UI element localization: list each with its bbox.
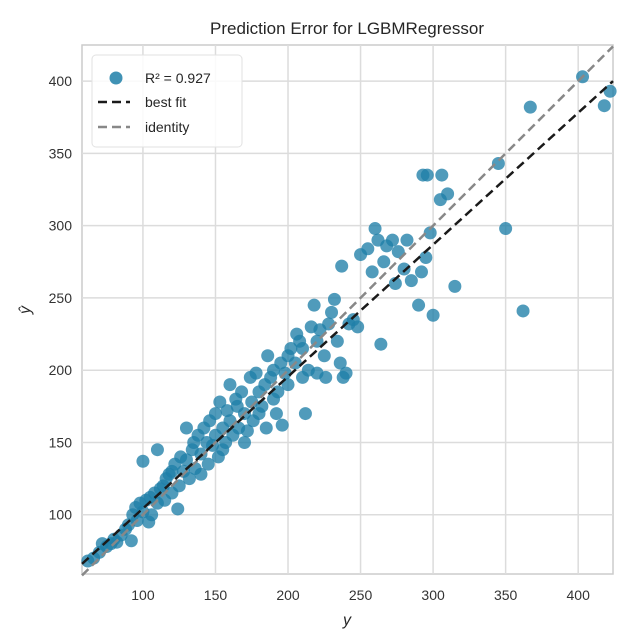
data-point bbox=[298, 407, 312, 421]
data-point bbox=[235, 385, 249, 399]
data-point bbox=[397, 262, 411, 276]
data-point bbox=[491, 157, 505, 171]
y-tick: 100 bbox=[49, 507, 73, 523]
x-tick: 200 bbox=[276, 587, 300, 603]
data-point bbox=[351, 320, 365, 334]
data-point bbox=[269, 407, 283, 421]
data-point bbox=[171, 502, 185, 516]
chart-title: Prediction Error for LGBMRegressor bbox=[210, 19, 484, 38]
data-point bbox=[327, 292, 341, 306]
data-point bbox=[391, 245, 405, 259]
data-point bbox=[213, 395, 227, 409]
data-point bbox=[426, 308, 440, 322]
data-point bbox=[361, 242, 375, 256]
data-point bbox=[240, 424, 254, 438]
data-point bbox=[441, 187, 455, 201]
data-point bbox=[377, 255, 391, 269]
data-point bbox=[419, 250, 433, 264]
data-point bbox=[136, 454, 150, 468]
data-point bbox=[333, 356, 347, 370]
data-point bbox=[335, 259, 349, 273]
data-point bbox=[208, 407, 222, 421]
data-point bbox=[365, 265, 379, 279]
data-point bbox=[245, 395, 259, 409]
y-tick: 400 bbox=[49, 73, 73, 89]
best-fit-line bbox=[81, 80, 614, 565]
data-point bbox=[124, 534, 138, 548]
data-point bbox=[330, 334, 344, 348]
data-point bbox=[516, 304, 530, 318]
data-point bbox=[414, 265, 428, 279]
data-point bbox=[420, 168, 434, 182]
legend-best-fit: best fit bbox=[145, 94, 186, 110]
x-tick: 150 bbox=[204, 587, 228, 603]
y-tick: 250 bbox=[49, 290, 73, 306]
y-axis-label: ŷ bbox=[17, 305, 34, 315]
data-point bbox=[220, 404, 234, 418]
data-point bbox=[325, 305, 339, 319]
data-point bbox=[182, 472, 196, 486]
identity-line bbox=[81, 45, 614, 577]
x-axis-label: y bbox=[342, 612, 352, 629]
x-tick: 350 bbox=[494, 587, 518, 603]
data-point bbox=[179, 453, 193, 467]
scatter-points bbox=[81, 70, 617, 568]
data-point bbox=[194, 467, 208, 481]
y-tick: 350 bbox=[49, 145, 73, 161]
data-point bbox=[223, 378, 237, 392]
legend-identity: identity bbox=[145, 119, 189, 135]
data-point bbox=[412, 298, 426, 312]
legend-marker-icon bbox=[109, 71, 123, 85]
x-tick: 100 bbox=[131, 587, 155, 603]
data-point bbox=[150, 443, 164, 457]
data-point bbox=[319, 370, 333, 384]
data-point bbox=[404, 274, 418, 288]
data-point bbox=[317, 349, 331, 363]
x-tick: 250 bbox=[349, 587, 373, 603]
x-tick: 300 bbox=[421, 587, 445, 603]
y-tick: 300 bbox=[49, 218, 73, 234]
data-point bbox=[284, 342, 298, 356]
data-point bbox=[307, 298, 321, 312]
legend-r2: R² = 0.927 bbox=[145, 70, 211, 86]
data-point bbox=[499, 222, 513, 236]
y-tick-labels: 100 150 200 250 300 350 400 bbox=[49, 73, 73, 523]
legend: R² = 0.927 best fit identity bbox=[91, 54, 243, 148]
y-tick: 200 bbox=[49, 362, 73, 378]
data-point bbox=[145, 508, 159, 522]
x-tick-labels: 100 150 200 250 300 350 400 bbox=[131, 587, 590, 603]
data-point bbox=[281, 378, 295, 392]
data-point bbox=[237, 435, 251, 449]
x-tick: 400 bbox=[567, 587, 591, 603]
data-point bbox=[423, 226, 437, 240]
data-point bbox=[249, 366, 263, 380]
data-point bbox=[201, 457, 215, 471]
data-point bbox=[597, 99, 611, 113]
data-point bbox=[368, 222, 382, 236]
y-tick: 150 bbox=[49, 434, 73, 450]
data-point bbox=[296, 342, 310, 356]
data-point bbox=[400, 233, 414, 247]
data-point bbox=[388, 276, 402, 290]
data-point bbox=[385, 233, 399, 247]
data-point bbox=[448, 279, 462, 293]
data-point bbox=[374, 337, 388, 351]
data-point bbox=[261, 349, 275, 363]
data-point bbox=[259, 421, 273, 435]
data-point bbox=[435, 168, 449, 182]
data-point bbox=[179, 421, 193, 435]
data-point bbox=[339, 366, 353, 380]
data-point bbox=[523, 100, 537, 114]
data-point bbox=[275, 418, 289, 432]
